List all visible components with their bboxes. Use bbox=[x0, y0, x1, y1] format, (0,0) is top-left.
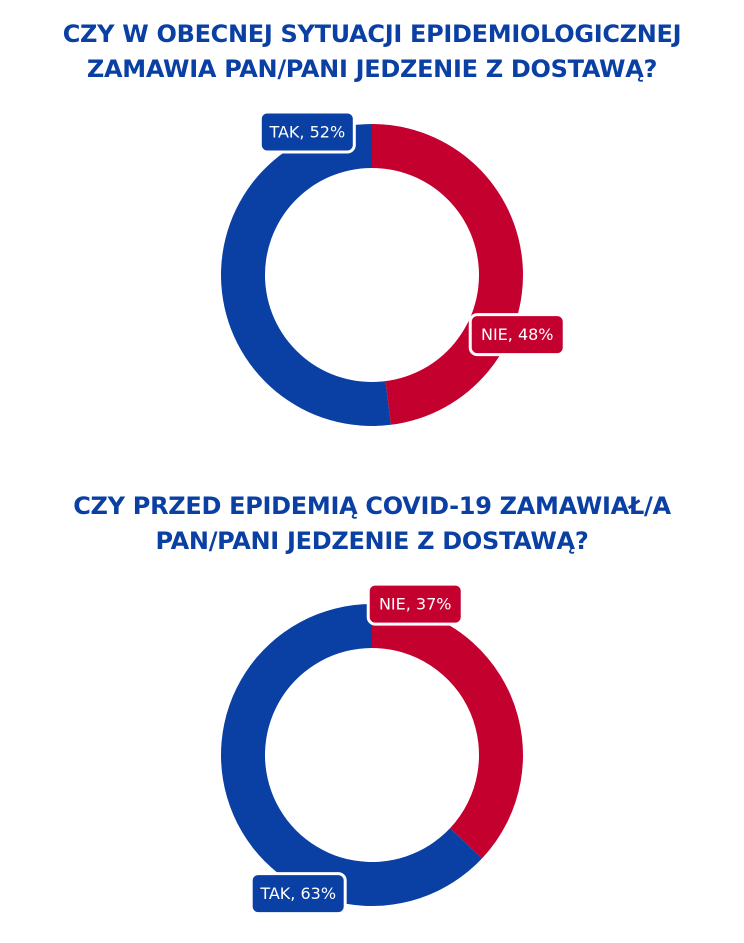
chart-2-slice-tak bbox=[220, 604, 483, 906]
chart-1-title: CZY W OBECNEJ SYTUACJI EPIDEMIOLOGICZNEJ… bbox=[0, 17, 744, 87]
donut-chart-1: NIE, 48% TAK, 52% bbox=[221, 110, 566, 426]
chart-2-title-line-2: PAN/PANI JEDZENIE Z DOSTAWĄ? bbox=[155, 527, 589, 555]
chart-2-title-line-1: CZY PRZED EPIDEMIĄ COVID-19 ZAMAWIAŁ/A bbox=[73, 492, 671, 520]
donut-chart-2: NIE, 37% TAK, 63% bbox=[220, 582, 523, 916]
chart-1-title-line-1: CZY W OBECNEJ SYTUACJI EPIDEMIOLOGICZNEJ bbox=[62, 20, 682, 48]
chart-1-label-text-tak: TAK, 52% bbox=[268, 122, 345, 141]
chart-2-label-text-tak: TAK, 63% bbox=[259, 884, 336, 903]
chart-1-label-text-nie: NIE, 48% bbox=[481, 325, 554, 344]
chart-1-slice-tak bbox=[221, 124, 391, 426]
chart-1-label-nie: NIE, 48% bbox=[468, 313, 566, 357]
chart-2-title: CZY PRZED EPIDEMIĄ COVID-19 ZAMAWIAŁ/A P… bbox=[0, 489, 744, 559]
chart-2-label-tak: TAK, 63% bbox=[249, 872, 347, 916]
chart-1-label-tak: TAK, 52% bbox=[258, 110, 356, 154]
chart-1-slice-nie bbox=[372, 124, 524, 425]
chart-2-slice-nie bbox=[372, 604, 523, 859]
chart-1-title-line-2: ZAMAWIA PAN/PANI JEDZENIE Z DOSTAWĄ? bbox=[86, 55, 658, 83]
chart-2-label-text-nie: NIE, 37% bbox=[379, 595, 452, 614]
chart-2-label-nie: NIE, 37% bbox=[366, 582, 464, 626]
